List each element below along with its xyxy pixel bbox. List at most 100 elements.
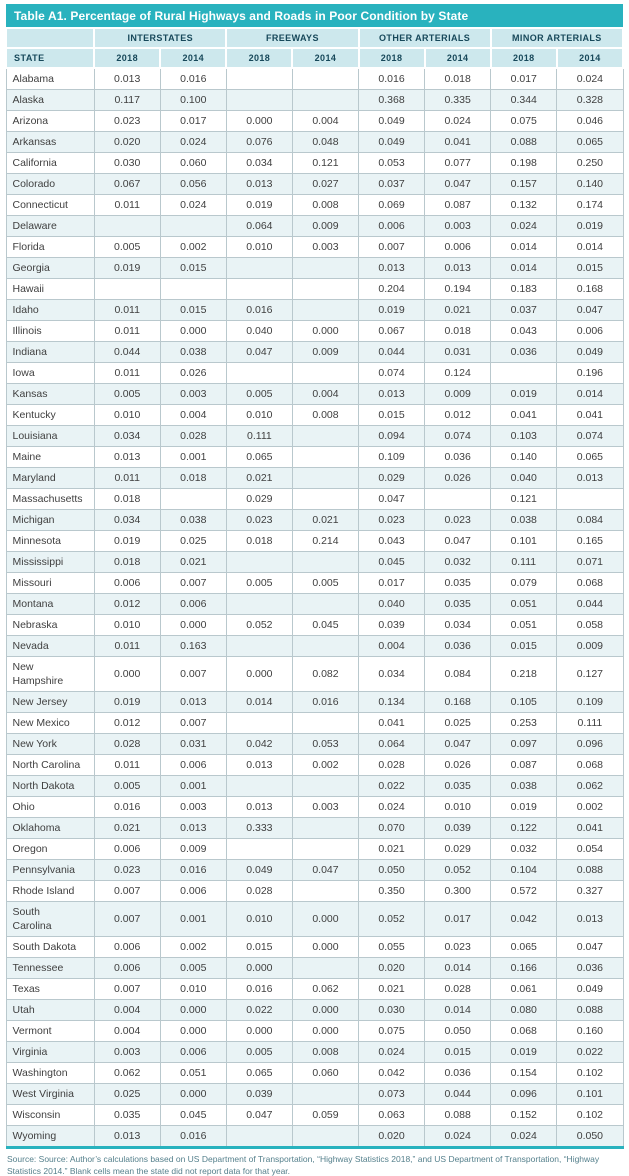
value-cell: 0.029 [358, 467, 426, 489]
value-cell [556, 488, 624, 510]
value-cell: 0.005 [225, 383, 293, 405]
value-cell: 0.018 [225, 530, 293, 552]
state-name: Kentucky [5, 404, 95, 426]
value-cell: 0.044 [93, 341, 161, 363]
value-cell [225, 838, 293, 860]
value-cell: 0.014 [225, 691, 293, 713]
value-cell: 0.000 [225, 110, 293, 132]
value-cell: 0.000 [159, 999, 227, 1021]
table-row: Alabama 0.013 0.016 0.016 0.018 0.017 0.024 [5, 67, 624, 90]
value-cell: 0.096 [490, 1083, 558, 1105]
value-cell: 0.007 [93, 880, 161, 902]
value-cell: 0.168 [556, 278, 624, 300]
value-cell: 0.003 [291, 796, 360, 818]
table-row: West Virginia 0.025 0.000 0.039 0.073 0.044 0.… [5, 1083, 624, 1105]
value-cell: 0.005 [93, 383, 161, 405]
value-cell [225, 635, 293, 657]
table-row: Missouri 0.006 0.007 0.005 0.005 0.017 0.035 0.… [5, 572, 624, 594]
value-cell: 0.006 [556, 320, 624, 342]
value-cell: 0.067 [358, 320, 426, 342]
value-cell: 0.097 [490, 733, 558, 755]
state-name: Wyoming [5, 1125, 95, 1148]
value-cell: 0.009 [556, 635, 624, 657]
value-cell: 0.013 [225, 173, 293, 195]
table-row: Nevada 0.011 0.163 0.004 0.036 0.015 0.009 [5, 635, 624, 657]
value-cell: 0.011 [93, 635, 161, 657]
value-cell: 0.068 [490, 1020, 558, 1042]
table-row: Illinois 0.011 0.000 0.040 0.000 0.067 0.018 0.… [5, 320, 624, 342]
value-cell: 0.011 [93, 467, 161, 489]
value-cell [291, 425, 360, 447]
value-cell: 0.021 [424, 299, 492, 321]
value-cell: 0.060 [159, 152, 227, 174]
value-cell: 0.003 [159, 383, 227, 405]
value-cell: 0.344 [490, 89, 558, 111]
value-cell: 0.003 [424, 215, 492, 237]
value-cell: 0.062 [291, 978, 360, 1000]
value-cell: 0.052 [424, 859, 492, 881]
table-row: Maine 0.013 0.001 0.065 0.109 0.036 0.140 0.065 [5, 446, 624, 468]
value-cell [93, 278, 161, 300]
value-cell [225, 257, 293, 279]
table-row: New Mexico 0.012 0.007 0.041 0.025 0.253 0.111 [5, 712, 624, 734]
value-cell: 0.075 [358, 1020, 426, 1042]
value-cell [225, 67, 293, 90]
value-cell: 0.079 [490, 572, 558, 594]
value-cell: 0.043 [358, 530, 426, 552]
value-cell: 0.065 [225, 1062, 293, 1084]
value-cell: 0.030 [93, 152, 161, 174]
value-cell: 0.015 [424, 1041, 492, 1063]
value-cell: 0.198 [490, 152, 558, 174]
value-cell: 0.013 [159, 817, 227, 839]
value-cell: 0.000 [159, 1020, 227, 1042]
value-cell: 0.019 [490, 1041, 558, 1063]
value-cell: 0.031 [424, 341, 492, 363]
value-cell: 0.016 [159, 67, 227, 90]
value-cell [424, 488, 492, 510]
state-name: Connecticut [5, 194, 95, 216]
state-name: New York [5, 733, 95, 755]
state-name: North Carolina [5, 754, 95, 776]
value-cell: 0.080 [490, 999, 558, 1021]
state-name: Mississippi [5, 551, 95, 573]
value-cell [225, 593, 293, 615]
value-cell: 0.094 [358, 425, 426, 447]
value-cell: 0.025 [424, 712, 492, 734]
value-cell [291, 712, 360, 734]
value-cell: 0.000 [93, 656, 161, 692]
value-cell: 0.069 [358, 194, 426, 216]
state-name: Michigan [5, 509, 95, 531]
value-cell [291, 635, 360, 657]
year-column-header: 2018 [225, 47, 294, 69]
value-cell: 0.025 [93, 1083, 161, 1105]
value-cell: 0.045 [358, 551, 426, 573]
value-cell: 0.003 [291, 236, 360, 258]
value-cell: 0.019 [93, 691, 161, 713]
table-row: Rhode Island 0.007 0.006 0.028 0.350 0.300 0.5… [5, 880, 624, 902]
value-cell: 0.024 [159, 131, 227, 153]
table-row: Iowa 0.011 0.026 0.074 0.124 0.196 [5, 362, 624, 384]
value-cell: 0.067 [93, 173, 161, 195]
source-note: Source: Source: Author’s calculations ba… [7, 1154, 600, 1176]
value-cell: 0.013 [358, 257, 426, 279]
value-cell: 0.023 [225, 509, 293, 531]
value-cell: 0.013 [358, 383, 426, 405]
corner-cell [4, 27, 96, 49]
value-cell: 0.038 [159, 509, 227, 531]
value-cell: 0.194 [424, 278, 492, 300]
value-cell: 0.002 [291, 754, 360, 776]
value-cell: 0.214 [291, 530, 360, 552]
value-cell: 0.088 [556, 999, 624, 1021]
table-row: Kentucky 0.010 0.004 0.010 0.008 0.015 0.012 0.… [5, 404, 624, 426]
value-cell: 0.024 [424, 1125, 492, 1148]
value-cell: 0.327 [556, 880, 624, 902]
value-cell: 0.028 [225, 880, 293, 902]
value-cell: 0.077 [424, 152, 492, 174]
value-cell: 0.117 [93, 89, 161, 111]
value-cell: 0.046 [556, 110, 624, 132]
value-cell [291, 817, 360, 839]
state-name: South Dakota [5, 936, 95, 958]
value-cell: 0.034 [225, 152, 293, 174]
value-cell: 0.000 [159, 320, 227, 342]
state-name: Tennessee [5, 957, 95, 979]
